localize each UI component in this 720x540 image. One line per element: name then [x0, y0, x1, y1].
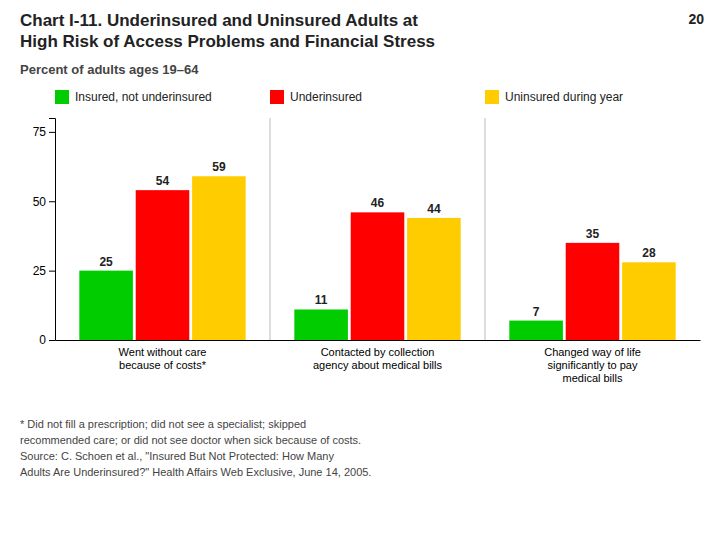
x-tick-label-line: because of costs*	[119, 359, 207, 371]
data-label: 46	[371, 196, 385, 210]
x-tick-label-line: significantly to pay	[548, 359, 638, 371]
footnote: Source: C. Schoen et al., "Insured But N…	[20, 450, 334, 462]
y-tick-mark	[49, 201, 55, 202]
data-labels: 25 11 7 54 46 35 59 44 28	[99, 160, 655, 318]
bar	[566, 243, 620, 340]
footnote: Adults Are Underinsured?" Health Affairs…	[20, 466, 371, 478]
x-tick-label-line: medical bills	[563, 372, 623, 384]
x-tick-label: Contacted by collectionagency about medi…	[313, 346, 443, 371]
y-axis-line	[49, 119, 56, 341]
data-label: 59	[212, 160, 226, 174]
chart-container: Chart I-11. Underinsured and Uninsured A…	[0, 0, 720, 540]
footnote: recommended care; or did not see doctor …	[20, 434, 361, 446]
x-tick-label-line: Contacted by collection	[321, 346, 435, 358]
y-tick-mark	[49, 132, 55, 133]
x-axis-line	[56, 340, 701, 341]
y-tick-mark	[49, 340, 55, 341]
y-tick: 50	[33, 195, 55, 209]
bar	[294, 309, 348, 340]
data-label: 7	[533, 305, 540, 319]
group-separator	[485, 118, 486, 340]
bar	[79, 271, 133, 340]
legend-label: Underinsured	[290, 90, 362, 104]
data-label: 25	[99, 255, 113, 269]
separators	[270, 118, 485, 340]
y-tick-label: 0	[39, 333, 46, 347]
data-label: 35	[586, 227, 600, 241]
x-tick: Contacted by collectionagency about medi…	[313, 340, 443, 371]
data-label: 44	[427, 202, 441, 216]
x-tick-label: Went without carebecause of costs*	[119, 346, 207, 371]
y-axis: 0 25 50 75	[33, 119, 56, 348]
legend-item: Underinsured	[270, 90, 362, 104]
legend-swatch	[485, 90, 499, 104]
data-label: 28	[642, 246, 656, 260]
x-tick-label: Changed way of lifesignificantly to paym…	[544, 346, 641, 384]
group-separator	[270, 118, 271, 340]
legend-swatch	[55, 90, 69, 104]
subtitle: Percent of adults ages 19–64	[20, 62, 199, 77]
x-tick-label-line: agency about medical bills	[313, 359, 443, 371]
x-tick-label-line: Changed way of life	[544, 346, 641, 358]
legend-item: Insured, not underinsured	[55, 90, 212, 104]
plot: 0 25 50 75 Went without carebecause of costs…	[33, 118, 701, 384]
x-tick-label-line: Went without care	[119, 346, 207, 358]
x-tick: Changed way of lifesignificantly to paym…	[544, 340, 641, 384]
y-tick-label: 25	[33, 264, 47, 278]
y-tick-mark	[49, 271, 55, 272]
bar	[407, 218, 461, 340]
bar	[136, 190, 190, 340]
legend-item: Uninsured during year	[485, 90, 623, 104]
bars	[79, 176, 675, 340]
y-tick: 0	[39, 333, 55, 347]
bar	[351, 212, 405, 340]
x-axis: Went without carebecause of costs* Contac…	[56, 340, 701, 384]
bar	[192, 176, 246, 340]
y-tick: 25	[33, 264, 55, 278]
legend-label: Uninsured during year	[505, 90, 623, 104]
legend-label: Insured, not underinsured	[75, 90, 212, 104]
title: Chart I-11. Underinsured and Uninsured A…	[20, 11, 435, 51]
y-tick: 75	[33, 125, 55, 139]
x-tick: Went without carebecause of costs*	[119, 340, 207, 371]
y-tick-label: 50	[33, 195, 47, 209]
bar	[509, 321, 563, 340]
bar	[622, 262, 676, 340]
chart-svg: Chart I-11. Underinsured and Uninsured A…	[0, 0, 720, 540]
data-label: 54	[156, 174, 170, 188]
footnote: * Did not fill a prescription; did not s…	[20, 418, 306, 430]
annotation: 20	[688, 11, 704, 27]
title-line: High Risk of Access Problems and Financi…	[20, 32, 435, 51]
title-line: Chart I-11. Underinsured and Uninsured A…	[20, 11, 418, 30]
data-label: 11	[315, 293, 328, 307]
legend: Insured, not underinsured Underinsured Uni…	[55, 90, 623, 104]
legend-swatch	[270, 90, 284, 104]
footnotes: * Did not fill a prescription; did not s…	[20, 418, 371, 478]
y-tick-label: 75	[33, 125, 47, 139]
